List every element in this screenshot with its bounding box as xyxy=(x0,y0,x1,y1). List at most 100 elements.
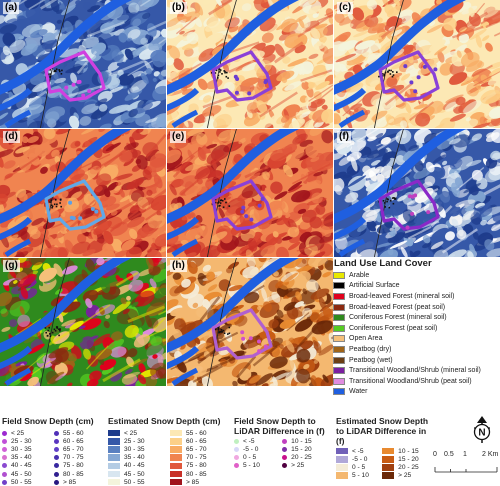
legend-swatch xyxy=(336,464,348,471)
legend-label: 30 - 35 xyxy=(11,446,32,453)
legend-label: 55 - 60 xyxy=(186,430,207,437)
legend-label: Broad-leaved Forest (peat soil) xyxy=(349,304,445,311)
legend-label: 75 - 80 xyxy=(186,462,207,469)
map-raster xyxy=(0,0,166,128)
legend-swatch xyxy=(108,430,120,437)
map-raster xyxy=(0,129,166,257)
legend-item: < -5 xyxy=(336,447,382,455)
legend-dot xyxy=(2,455,7,460)
legend-item: 0 - 5 xyxy=(336,463,382,471)
legend-label: 35 - 40 xyxy=(124,454,145,461)
legend-dot xyxy=(54,472,59,477)
legend-label: Water xyxy=(349,388,367,395)
legend-label: 5 - 10 xyxy=(352,472,369,479)
map-panel-b: (b) xyxy=(167,0,333,128)
legend-dot xyxy=(2,447,7,452)
legend-swatch xyxy=(336,456,348,463)
legend-label: < 25 xyxy=(124,430,137,437)
legend-label: 65 - 70 xyxy=(63,446,84,453)
legend-label: Coniferous Forest (mineral soil) xyxy=(349,314,447,321)
map-panel-g: (g) xyxy=(0,258,166,386)
land-use-legend-item: Peatbog (wet) xyxy=(333,355,500,366)
legend-label: > 85 xyxy=(63,479,76,486)
land-use-legend-item: Arable xyxy=(333,270,500,281)
scale-bar xyxy=(434,460,498,468)
legend-item: 55 - 60 xyxy=(54,429,106,437)
legend-item: > 85 xyxy=(170,478,232,486)
legend-item: 5 - 10 xyxy=(234,462,282,470)
legend-item: 50 - 55 xyxy=(108,478,170,486)
legend-item: 70 - 75 xyxy=(54,454,106,462)
scale-tick-0: 0 xyxy=(433,451,437,458)
map-raster xyxy=(334,0,500,128)
legend-label: 25 - 30 xyxy=(124,438,145,445)
legend-item: 45 - 50 xyxy=(2,470,54,478)
land-use-legend-item: Transitional Woodland/Shrub (peat soil) xyxy=(333,376,500,387)
north-arrow-icon: N xyxy=(432,416,500,446)
legend-label: 65 - 70 xyxy=(186,446,207,453)
legend-label: Peatbog (dry) xyxy=(349,346,391,353)
legend-dot xyxy=(54,447,59,452)
land-use-legend-item: Water xyxy=(333,387,500,398)
legend-label: 30 - 35 xyxy=(124,446,145,453)
legend-item: 35 - 40 xyxy=(2,454,54,462)
legend-dot xyxy=(282,463,287,468)
legend-swatch xyxy=(108,463,120,470)
legend-dot xyxy=(234,447,239,452)
legend-label: 40 - 45 xyxy=(124,462,145,469)
legend-swatch xyxy=(333,293,345,300)
legend-label: Arable xyxy=(349,272,369,279)
panel-label: (c) xyxy=(337,2,353,14)
land-use-legend-item: Coniferous Forest (mineral soil) xyxy=(333,312,500,323)
panel-label: (f) xyxy=(337,131,351,143)
legend-swatch xyxy=(333,378,345,385)
legend-label: 0 - 5 xyxy=(243,454,256,461)
legend-item: 75 - 80 xyxy=(54,462,106,470)
legend-item: 35 - 40 xyxy=(108,454,170,462)
legend-item: 65 - 70 xyxy=(54,445,106,453)
legend-item: 80 - 85 xyxy=(54,470,106,478)
legend-label: 60 - 65 xyxy=(186,438,207,445)
legend-item: 10 - 15 xyxy=(282,437,334,445)
legend-swatch xyxy=(108,446,120,453)
legend-dot xyxy=(2,463,7,468)
legend-item: 45 - 50 xyxy=(108,470,170,478)
legend-item: 10 - 15 xyxy=(382,447,432,455)
legend-item: 20 - 25 xyxy=(382,463,432,471)
legend-swatch xyxy=(333,388,345,395)
legend-label: 10 - 15 xyxy=(398,448,419,455)
legend-dot xyxy=(54,455,59,460)
legend-dot xyxy=(54,480,59,485)
legend-dot xyxy=(2,472,7,477)
legend-item: 50 - 55 xyxy=(2,478,54,486)
legend-swatch xyxy=(333,304,345,311)
legend-swatch xyxy=(170,446,182,453)
land-use-legend-item: Peatbog (dry) xyxy=(333,344,500,355)
legend-dot xyxy=(2,480,7,485)
legend-item: 25 - 30 xyxy=(108,437,170,445)
field-diff-legend-title: Field Snow Depth to LiDAR Difference in … xyxy=(234,416,334,436)
estimated-diff-legend-title: Estimated Snow Depth to LiDAR Difference… xyxy=(336,416,432,446)
legend-item: 60 - 65 xyxy=(170,437,232,445)
legend-swatch xyxy=(170,463,182,470)
map-panel-c: (c) xyxy=(334,0,500,128)
legend-label: -5 - 0 xyxy=(243,446,258,453)
map-panel-e: (e) xyxy=(167,129,333,257)
legend-item: 40 - 45 xyxy=(108,462,170,470)
legend-label: 15 - 20 xyxy=(398,456,419,463)
land-use-legend-title: Land Use Land Cover xyxy=(334,258,500,270)
legend-item: > 25 xyxy=(282,462,334,470)
legend-label: < 25 xyxy=(11,430,24,437)
legend-dot xyxy=(2,439,7,444)
legend-label: 70 - 75 xyxy=(63,454,84,461)
field-diff-legend: Field Snow Depth to LiDAR Difference in … xyxy=(234,416,334,470)
legend-item: 15 - 20 xyxy=(382,455,432,463)
legend-item: > 85 xyxy=(54,478,106,486)
map-furniture: N 0 0.5 1 2 Km xyxy=(432,416,500,472)
legend-label: Broad-leaved Forest (mineral soil) xyxy=(349,293,454,300)
legend-dot xyxy=(234,463,239,468)
